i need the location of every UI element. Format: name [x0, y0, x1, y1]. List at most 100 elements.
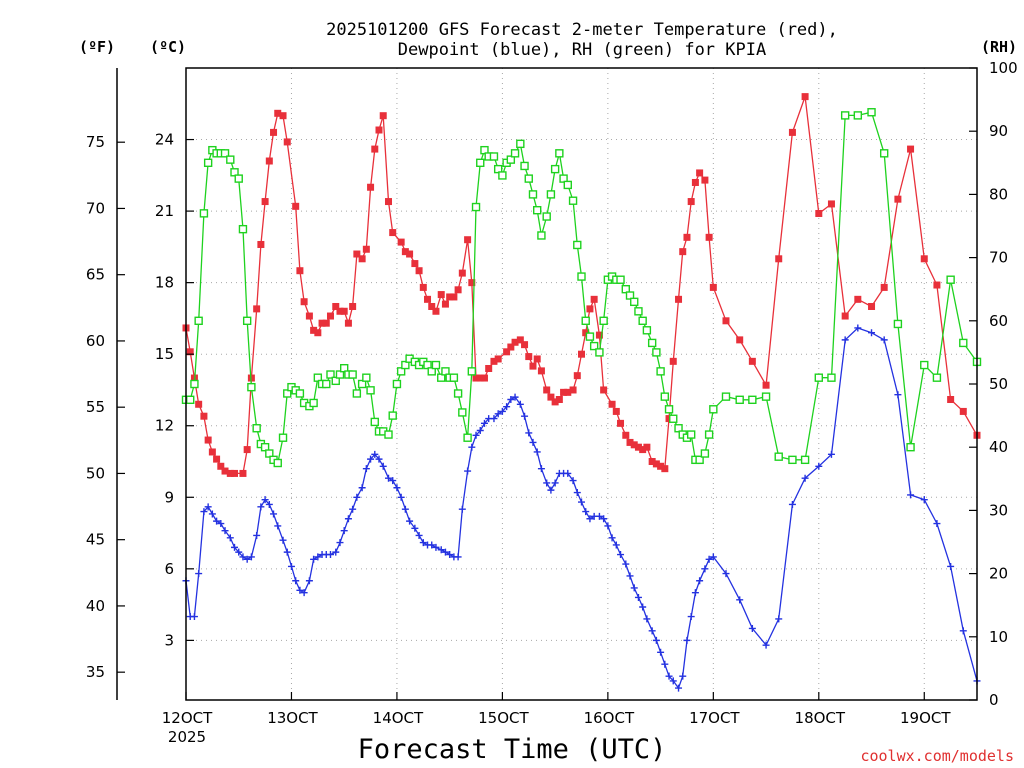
temperature-point	[736, 336, 744, 344]
rh-point	[555, 149, 564, 158]
fahrenheit-tick-label: 70	[86, 199, 105, 217]
temperature-point	[310, 326, 318, 334]
dewpoint-point	[190, 613, 198, 621]
temperature-point	[204, 436, 212, 444]
rh-point	[283, 389, 292, 398]
dewpoint-point	[947, 562, 955, 570]
rh-point	[599, 316, 608, 325]
dewpoint-point	[516, 400, 524, 408]
temperature-point	[468, 279, 476, 287]
unit-rh: (RH)	[981, 38, 1017, 56]
temperature-point	[490, 357, 498, 365]
dewpoint-point	[379, 462, 387, 470]
rh-point	[370, 417, 379, 427]
dewpoint-point	[657, 648, 665, 656]
dewpoint-point	[362, 465, 370, 473]
rh-point	[559, 174, 568, 183]
temperature-point	[705, 233, 713, 241]
temperature-point	[279, 112, 287, 120]
temperature-point	[775, 255, 783, 263]
celsius-tick-label: 15	[155, 345, 174, 363]
temperature-point	[415, 267, 423, 275]
dewpoint-point	[406, 517, 414, 525]
dewpoint-point	[419, 539, 427, 547]
rh-point	[498, 171, 507, 180]
dewpoint-point	[696, 577, 704, 585]
dewpoint-point	[525, 429, 533, 437]
celsius-tick-label: 12	[155, 417, 174, 435]
temperature-point	[454, 286, 462, 294]
temperature-point	[529, 362, 537, 370]
rh-point	[761, 392, 771, 401]
dewpoint-point	[709, 553, 717, 561]
rh-point	[800, 455, 810, 465]
rh-point	[252, 424, 261, 433]
temperature-point	[652, 460, 660, 468]
dewpoint-point	[788, 500, 796, 508]
dewpoint-point	[652, 636, 660, 644]
rh-point	[247, 382, 256, 392]
temperature-point	[639, 446, 647, 454]
rh-point	[550, 164, 560, 174]
temperature-point	[533, 355, 541, 363]
temperature-point	[683, 233, 691, 241]
dewpoint-point	[310, 555, 318, 563]
dewpoint-point	[722, 570, 730, 578]
temperature-point	[537, 367, 545, 375]
temperature-point	[841, 312, 849, 320]
dewpoint-point	[691, 589, 699, 597]
dewpoint-point	[648, 627, 656, 635]
dewpoint-point	[195, 570, 203, 578]
rh-point	[537, 231, 546, 240]
dewpoint-point	[274, 522, 282, 530]
dewpoint-point	[687, 613, 695, 621]
dewpoint-point	[511, 393, 519, 401]
dewpoint-point	[507, 396, 515, 404]
dewpoint-point	[569, 477, 577, 485]
dewpoint-point	[529, 438, 537, 446]
temperature-point	[261, 198, 269, 206]
temperature-point	[257, 240, 265, 248]
dewpoint-point	[573, 489, 581, 497]
dewpoint-point	[287, 562, 295, 570]
dewpoint-point	[375, 455, 383, 463]
rh-point	[516, 139, 525, 149]
rh-point	[388, 411, 397, 420]
rh-point	[260, 443, 270, 452]
temperature-point	[722, 317, 730, 325]
dewpoint-point	[643, 615, 651, 623]
dewpoint-point	[344, 515, 352, 523]
dewpoint-point	[604, 522, 612, 530]
dewpoint-point	[221, 527, 229, 535]
temperature-point	[437, 291, 445, 299]
series-layer	[181, 93, 982, 692]
temperature-point	[555, 396, 563, 404]
temperature-point	[186, 348, 194, 356]
rh-point	[506, 155, 516, 164]
dewpoint-point	[239, 553, 247, 561]
temperature-point	[406, 250, 414, 258]
temperature-point	[525, 353, 533, 361]
temperature-point	[432, 307, 440, 315]
rh-point	[340, 364, 349, 373]
dewpoint-point	[503, 403, 511, 411]
dewpoint-point	[626, 572, 634, 580]
rh-point	[528, 190, 538, 199]
dewpoint-point	[458, 505, 466, 513]
temperature-point	[283, 138, 291, 146]
rh-point	[392, 379, 402, 389]
dewpoint-point	[253, 531, 261, 539]
dewpoint-point	[476, 427, 484, 435]
dewpoint-point	[226, 534, 234, 542]
temperature-point	[701, 176, 709, 184]
temperature-point	[253, 305, 261, 313]
temperature-point	[349, 302, 357, 310]
rh-tick-label: 80	[989, 185, 1008, 203]
rh-point	[366, 386, 375, 395]
dewpoint-point	[411, 524, 419, 532]
dewpoint-point	[705, 555, 713, 563]
dewpoint-point	[200, 508, 208, 516]
temperature-point	[476, 374, 484, 382]
dewpoint-point	[537, 465, 545, 473]
dewpoint-point	[389, 477, 397, 485]
